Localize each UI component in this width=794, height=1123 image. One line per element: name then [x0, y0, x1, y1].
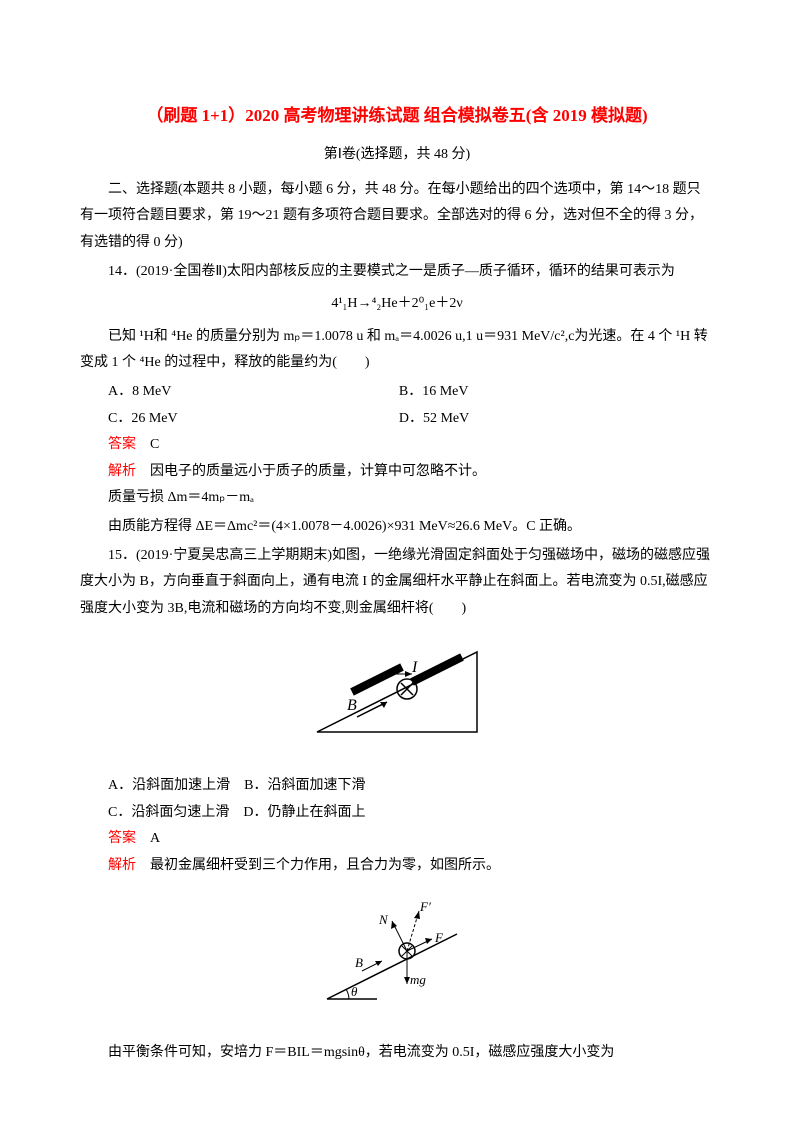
q15-optD: D．仍静止在斜面上 — [243, 805, 365, 820]
q15-conclusion: 由平衡条件可知，安培力 F＝BIL＝mgsinθ，若电流变为 0.5I，磁感应强… — [80, 1040, 714, 1067]
q14-analysis: 解析 因电子的质量远小于质子的质量，计算中可忽略不计。 — [80, 459, 714, 486]
analysis-label-2: 解析 — [108, 858, 136, 873]
q15-optB: B．沿斜面加速下滑 — [244, 778, 365, 793]
section-subtitle: 第Ⅰ卷(选择题，共 48 分) — [80, 142, 714, 169]
q14-stem: 14．(2019·全国卷Ⅱ)太阳内部核反应的主要模式之一是质子—质子循环，循环的… — [80, 259, 714, 286]
q14-options-row1: A．8 MeV B．16 MeV — [108, 379, 714, 406]
q15-figure1: B I — [80, 632, 714, 763]
q14-optD: D．52 MeV — [399, 406, 690, 433]
q14-given: 已知 ¹H和 ⁴He 的质量分别为 mₚ＝1.0078 u 和 mₐ＝4.002… — [80, 324, 714, 377]
q14-analysis-text: 因电子的质量远小于质子的质量，计算中可忽略不计。 — [150, 464, 486, 479]
answer-label: 答案 — [108, 437, 136, 452]
q14-options-row2: C．26 MeV D．52 MeV — [108, 406, 714, 433]
q15-answer-value: A — [150, 831, 160, 846]
q15-optC: C．沿斜面匀速上滑 — [108, 805, 229, 820]
fig1-I-label: I — [411, 659, 418, 676]
q15-optA: A．沿斜面加速上滑 — [108, 778, 230, 793]
fig2-B: B — [355, 955, 363, 970]
q15-figure2: θ N F mg F′ B — [80, 889, 714, 1030]
fig2-mg: mg — [410, 972, 426, 987]
q14-formula: 4¹₁H→⁴₂He＋2⁰₁e＋2ν — [80, 291, 714, 318]
q15-stem: 15．(2019·宁夏吴忠高三上学期期末)如图，一绝缘光滑固定斜面处于匀强磁场中… — [80, 543, 714, 623]
q14-mass-defect: 质量亏损 Δm＝4mₚ－mₐ — [80, 485, 714, 512]
q14-answer: 答案 C — [80, 432, 714, 459]
doc-title: （刷题 1+1）2020 高考物理讲练试题 组合模拟卷五(含 2019 模拟题) — [80, 100, 714, 132]
fig2-theta: θ — [351, 984, 358, 999]
q14-optC: C．26 MeV — [108, 406, 399, 433]
instructions: 二、选择题(本题共 8 小题，每小题 6 分，共 48 分。在每小题给出的四个选… — [80, 177, 714, 257]
q14-optB: B．16 MeV — [399, 379, 690, 406]
q15-analysis: 解析 最初金属细杆受到三个力作用，且合力为零，如图所示。 — [80, 853, 714, 880]
answer-label-2: 答案 — [108, 831, 136, 846]
fig2-F: F — [434, 930, 444, 945]
analysis-label: 解析 — [108, 464, 136, 479]
q14-optA: A．8 MeV — [108, 379, 399, 406]
fig1-B-label: B — [347, 697, 357, 714]
fig2-N: N — [378, 912, 389, 927]
q15-answer: 答案 A — [80, 826, 714, 853]
q14-answer-value: C — [150, 437, 159, 452]
q14-energy: 由质能方程得 ΔE＝Δmc²＝(4×1.0078－4.0026)×931 MeV… — [80, 514, 714, 541]
fig2-Fp: F′ — [419, 899, 431, 914]
q15-optsCD: C．沿斜面匀速上滑 D．仍静止在斜面上 — [108, 800, 714, 827]
q15-analysis-text: 最初金属细杆受到三个力作用，且合力为零，如图所示。 — [150, 858, 500, 873]
q15-optsAB: A．沿斜面加速上滑 B．沿斜面加速下滑 — [108, 773, 714, 800]
